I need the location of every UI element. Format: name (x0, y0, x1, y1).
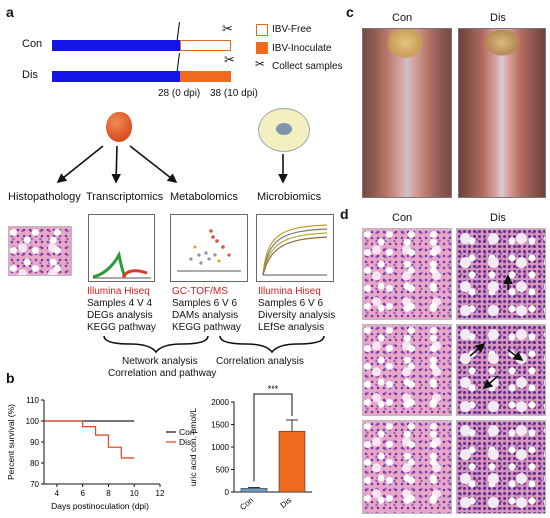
transcriptomics-method: Illumina Hiseq (87, 286, 150, 297)
metabolomics-samples: Samples 6 V 6 (172, 298, 238, 309)
con-timeline-label: Con (22, 38, 43, 50)
lesion-arrows (469, 274, 524, 390)
con-histology-2 (362, 324, 452, 416)
dis-histology-2 (456, 324, 546, 416)
dis-blue-bar (52, 71, 180, 82)
kidney-icon (106, 112, 132, 142)
uric-acid-chart: 0 500 1000 1500 2000 uric acid con. μmol/L Con… (188, 384, 312, 512)
microbiomics-lefse: LEfSe analysis (258, 322, 325, 333)
y-tick-label: 1500 (211, 421, 229, 430)
y-tick-label: 100 (26, 417, 40, 426)
y-tick-label: 1000 (211, 443, 229, 452)
significance-label: *** (268, 384, 279, 394)
category-microbiomics: Microbiomics (257, 191, 322, 203)
panel-c-label: c (346, 4, 354, 20)
x-tick-label: 12 (156, 489, 165, 498)
dis-inoculate-bar (180, 71, 231, 82)
legend-free-swatch (256, 24, 268, 36)
transcriptomics-kegg: KEGG pathway (87, 322, 156, 333)
time-38-label: 38 (10 dpi) (210, 88, 258, 99)
transcriptomics-samples: Samples 4 V 4 (87, 298, 153, 309)
legend-inoculate-label: IBV-Inoculate (272, 43, 332, 54)
y-tick-label: 90 (30, 438, 39, 447)
rarefaction-curve-thumbnail (256, 214, 334, 282)
category-histopathology: Histopathology (8, 191, 81, 203)
legend-label-con: Con (179, 427, 195, 437)
workflow-arrows (56, 145, 288, 184)
legend-collect-label: Collect samples (272, 61, 343, 72)
time-28-label: 28 (0 dpi) (158, 88, 201, 99)
scissors-icon: ✂ (222, 21, 233, 36)
con-free-bar (180, 40, 231, 51)
category-metabolomics: Metabolomics (170, 191, 238, 203)
dis-timeline-label: Dis (22, 69, 38, 81)
y-tick-label: 110 (26, 396, 39, 405)
correlation-pathway-label: Correlation and pathway (108, 368, 217, 379)
metabolomics-kegg: KEGG pathway (172, 322, 241, 333)
x-tick-label: Dis (279, 496, 294, 510)
legend-label-dis: Dis (179, 437, 191, 447)
y-axis-label: uric acid con. μmol/L (188, 408, 198, 486)
x-axis-label: Days postinoculation (dpi) (51, 501, 149, 511)
dis-histology-1 (456, 228, 546, 320)
panel-d-dis-label: Dis (490, 212, 506, 224)
y-tick-label: 0 (225, 488, 230, 497)
series-line-dis (44, 420, 135, 459)
histology-thumbnail (8, 226, 72, 276)
con-dissection-photo (362, 28, 452, 198)
significance-bracket (253, 393, 293, 482)
correlation-analysis-label: Correlation analysis (216, 356, 304, 367)
x-tick-label: 4 (55, 489, 60, 498)
y-tick-label: 2000 (211, 398, 229, 407)
survival-chart: 70 80 90 100 110 4 6 8 10 12 Days postinoculation … (6, 396, 195, 511)
bar-dis (278, 430, 306, 493)
panel-c-con-label: Con (392, 12, 413, 24)
petri-dish-icon (258, 108, 310, 152)
x-tick-label: 10 (130, 489, 139, 498)
metabolomics-method: GC-TOF/MS (172, 286, 228, 297)
network-analysis-label: Network analysis (122, 356, 198, 367)
microbiomics-diversity: Diversity analysis (258, 310, 336, 321)
panel-c-dis-label: Dis (490, 12, 506, 24)
dis-dissection-photo (458, 28, 546, 198)
con-blue-bar (52, 40, 180, 51)
category-transcriptomics: Transcriptomics (86, 191, 164, 203)
x-tick-label: 8 (106, 489, 111, 498)
microbiomics-method: Illumina Hiseq (258, 286, 321, 297)
transcriptomics-degs: DEGs analysis (87, 310, 153, 321)
x-tick-label: Con (238, 496, 255, 512)
metabolomics-dams: DAMs analysis (172, 310, 239, 321)
metabolomics-scatter-thumbnail (170, 214, 248, 282)
con-histology-3 (362, 420, 452, 514)
legend-inoculate-swatch (256, 42, 268, 54)
panel-d-label: d (340, 206, 349, 222)
bar-con (240, 488, 268, 493)
panel-d-con-label: Con (392, 212, 413, 224)
y-tick-label: 70 (30, 480, 39, 489)
dis-histology-3 (456, 420, 546, 514)
legend-free-label: IBV-Free (272, 24, 312, 35)
panel-a-label: a (6, 4, 14, 20)
scissors-icon: ✂ (224, 52, 235, 67)
y-axis-label: Percent survival (%) (6, 404, 16, 480)
x-tick-label: 6 (80, 489, 85, 498)
microbiomics-samples: Samples 6 V 6 (258, 298, 324, 309)
volcano-plot-thumbnail (88, 214, 155, 282)
integration-braces (103, 335, 325, 354)
y-tick-label: 80 (30, 459, 39, 468)
y-tick-label: 500 (216, 466, 230, 475)
panel-b-label: b (6, 370, 15, 386)
scissors-icon: ✂ (255, 57, 266, 71)
con-histology-1 (362, 228, 452, 320)
